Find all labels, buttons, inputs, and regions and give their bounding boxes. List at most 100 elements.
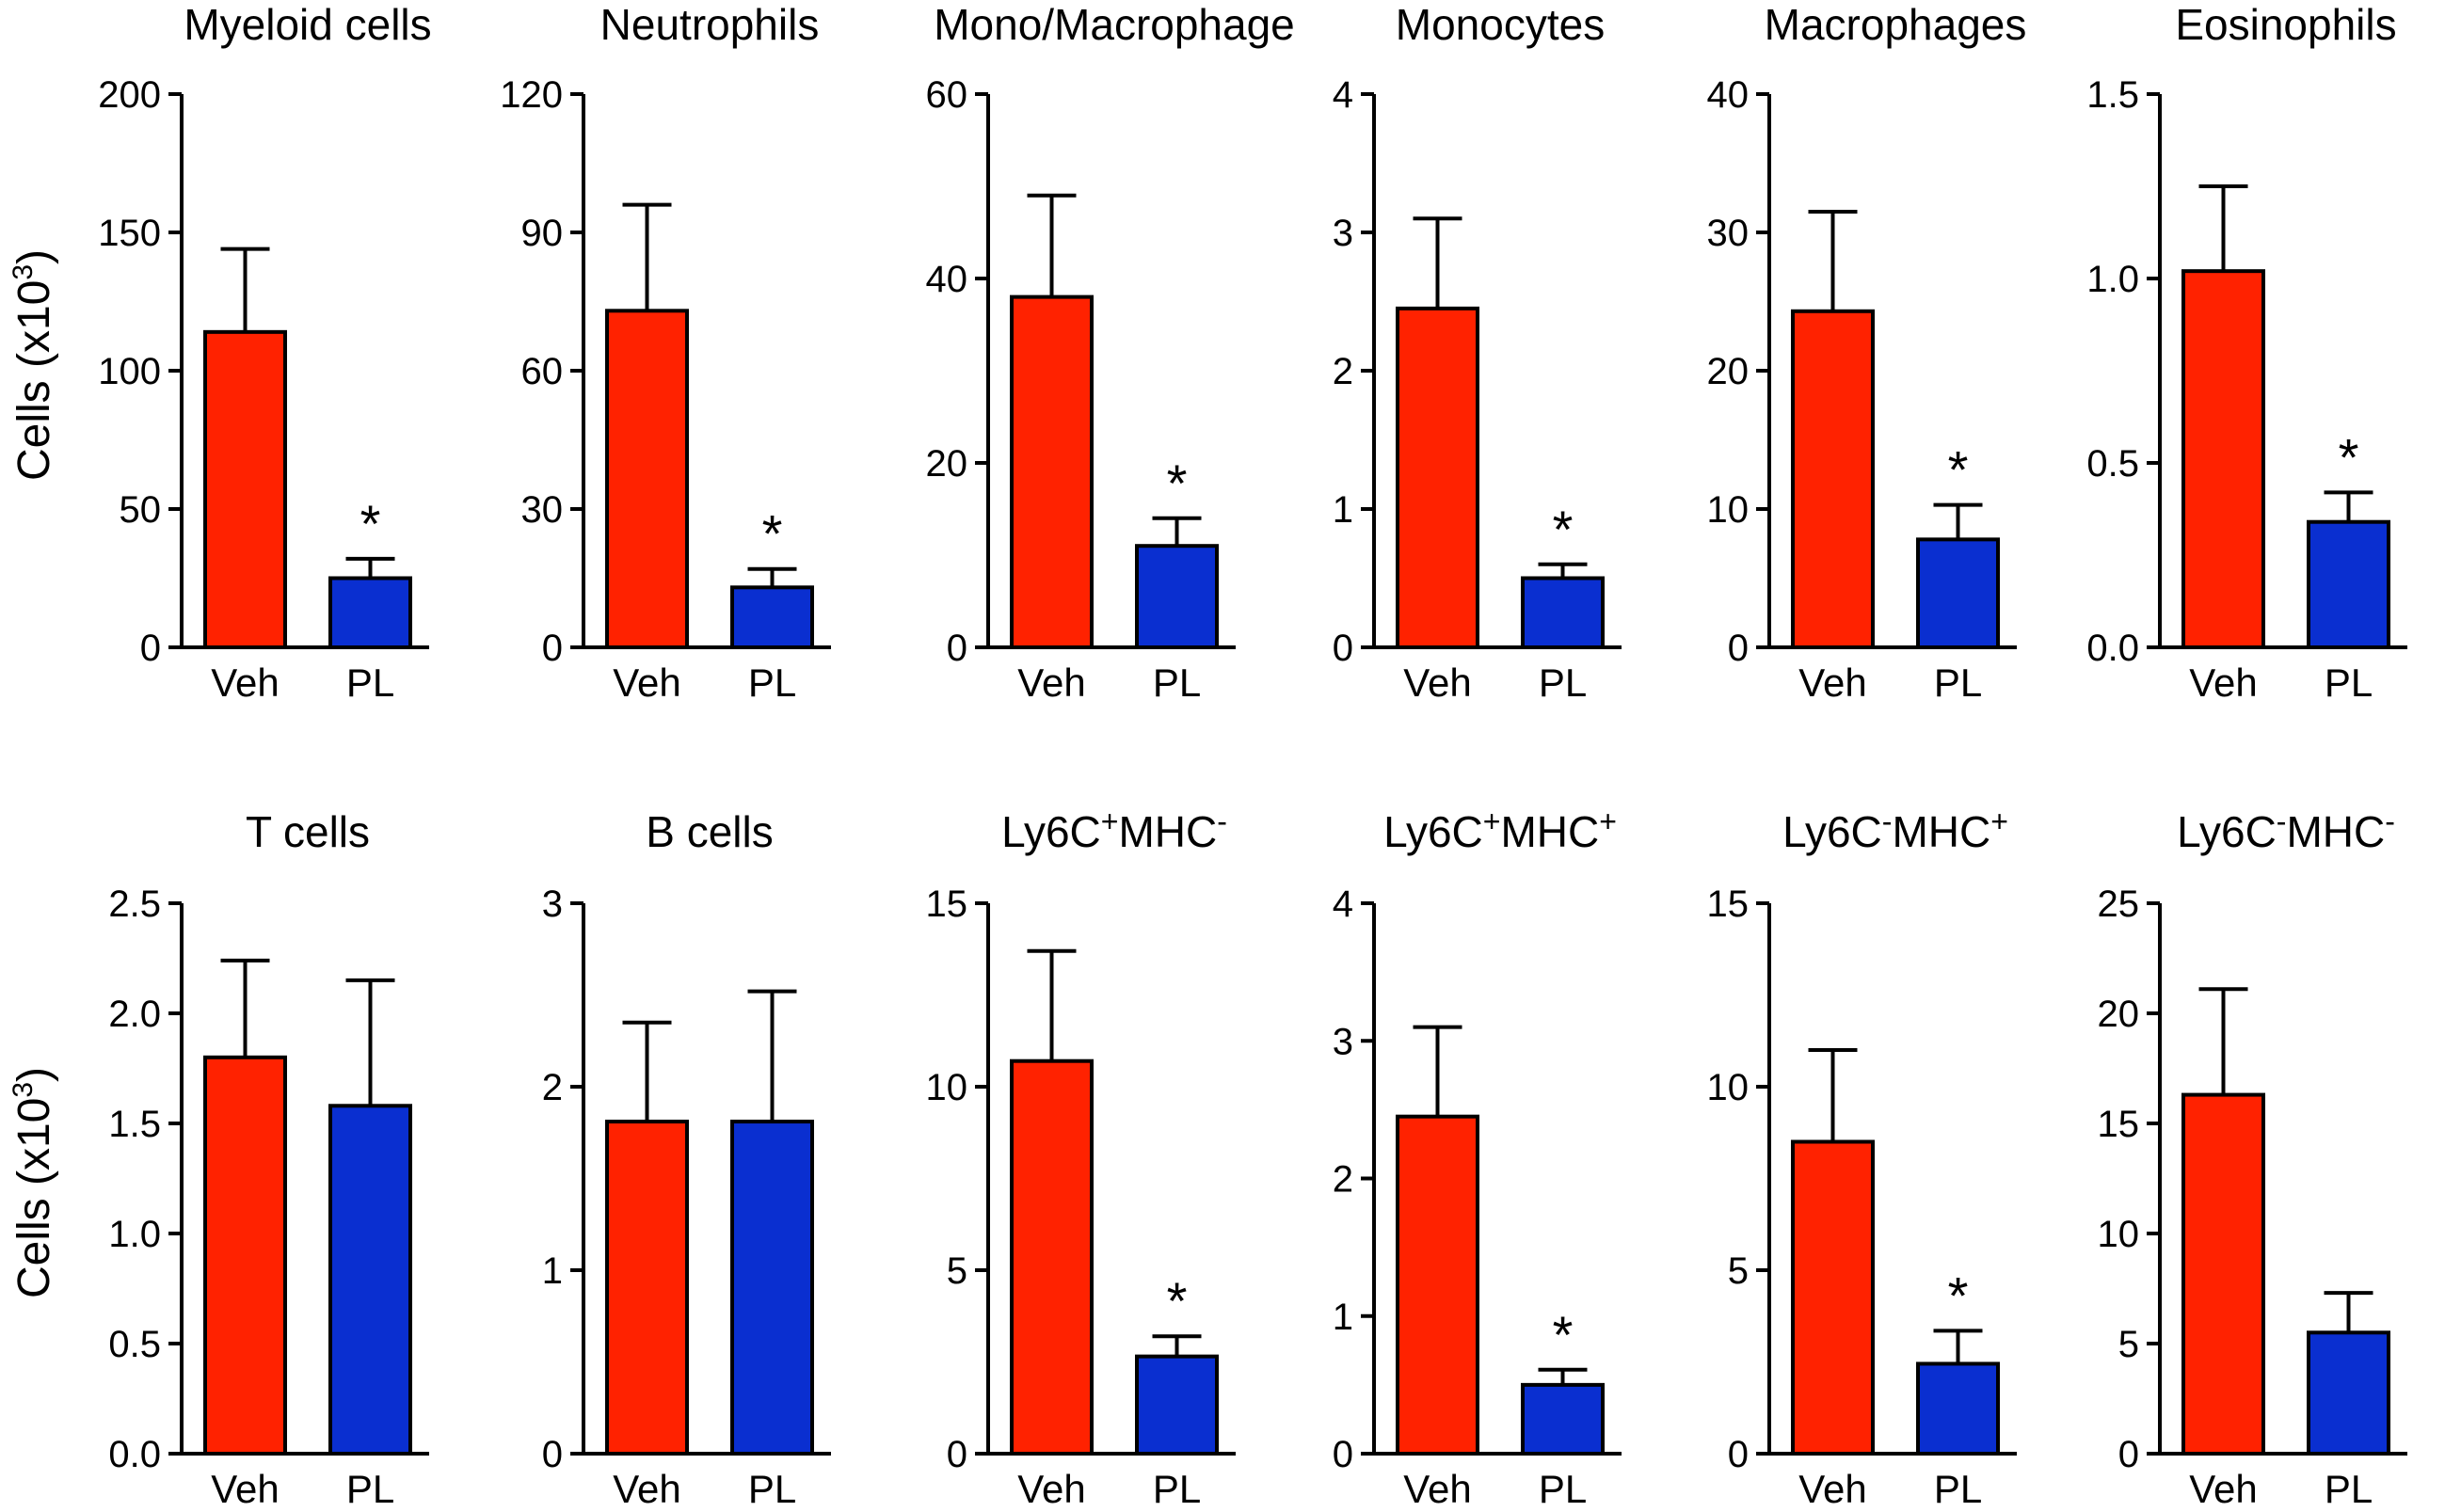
chart-4-bar-veh [1396, 306, 1479, 649]
chart-3-title: Mono/Macrophage [934, 0, 1295, 49]
chart-2-ytick-label: 90 [521, 213, 564, 254]
chart-3-bar-pl [1135, 544, 1219, 650]
chart-5-xtick-label: Veh [1798, 661, 1866, 705]
chart-12-ytick-label: 10 [2098, 1214, 2140, 1255]
chart-3-xtick-label: Veh [1017, 661, 1085, 705]
chart-12-xtick-label: PL [2325, 1467, 2373, 1511]
chart-11-bar-veh [1791, 1139, 1875, 1456]
chart-1-bar-pl [328, 576, 412, 649]
chart-2-ytick-label: 60 [521, 351, 564, 392]
chart-2-xtick-label: Veh [613, 661, 680, 705]
chart-7-ytick-label: 1.0 [108, 1214, 161, 1255]
chart-1-xtick-label: PL [346, 661, 394, 705]
chart-9-significance-star: * [1167, 1271, 1188, 1330]
chart-8-ytick-label: 0 [542, 1434, 563, 1475]
chart-2-bar-pl [730, 585, 814, 649]
chart-8-xtick-label: PL [748, 1467, 796, 1511]
chart-9-ytick-label: 5 [947, 1250, 967, 1292]
chart-4-ytick-label: 1 [1333, 489, 1353, 531]
chart-1-ytick-label: 100 [98, 351, 161, 392]
chart-10-ytick-label: 4 [1333, 883, 1353, 925]
chart-7-xtick-label: Veh [211, 1467, 279, 1511]
chart-3-significance-star: * [1167, 454, 1188, 513]
chart-8-ytick-label: 1 [542, 1250, 563, 1292]
chart-9-xtick-label: Veh [1017, 1467, 1085, 1511]
chart-5-ytick-label: 10 [1707, 489, 1750, 531]
chart-4-title: Monocytes [1396, 0, 1605, 49]
chart-12-ytick-label: 25 [2098, 883, 2140, 925]
chart-1-ytick-label: 200 [98, 74, 161, 116]
chart-6-xtick-label: Veh [2189, 661, 2257, 705]
y-axis-label-bottom: Cells (x103) [8, 1067, 59, 1298]
chart-12-ytick-label: 5 [2118, 1324, 2139, 1365]
chart-6-bar-veh [2181, 269, 2265, 649]
chart-5-significance-star: * [1948, 440, 1969, 500]
chart-6-ytick-label: 1.0 [2086, 259, 2139, 300]
chart-10-bar-pl [1521, 1382, 1605, 1456]
chart-7-ytick-label: 0.5 [108, 1324, 161, 1365]
chart-4-xtick-label: PL [1539, 661, 1587, 705]
chart-12-ytick-label: 20 [2098, 994, 2140, 1035]
chart-2-xtick-label: PL [748, 661, 796, 705]
chart-11-ytick-label: 15 [1707, 883, 1750, 925]
y-axis-label-top: Cells (x103) [8, 249, 59, 481]
chart-10-xtick-label: PL [1539, 1467, 1587, 1511]
chart-4-significance-star: * [1553, 500, 1574, 559]
chart-2-significance-star: * [762, 504, 783, 564]
chart-10-title: Ly6C+MHC+ [1383, 804, 1617, 856]
chart-3-ytick-label: 20 [926, 443, 968, 485]
chart-11-ytick-label: 0 [1728, 1434, 1749, 1475]
chart-11-significance-star: * [1948, 1265, 1969, 1325]
chart-6-significance-star: * [2339, 427, 2359, 486]
chart-4-xtick-label: Veh [1403, 661, 1471, 705]
chart-3-ytick-label: 40 [926, 259, 968, 300]
chart-12-bar-pl [2307, 1330, 2390, 1456]
chart-6-ytick-label: 1.5 [2086, 74, 2139, 116]
chart-11-ytick-label: 10 [1707, 1067, 1750, 1108]
chart-9-bar-veh [1010, 1058, 1094, 1456]
chart-5-ytick-label: 40 [1707, 74, 1750, 116]
chart-3-xtick-label: PL [1153, 661, 1201, 705]
chart-8-bar-pl [730, 1120, 814, 1456]
chart-1-ytick-label: 50 [120, 489, 162, 531]
chart-7-title: T cells [246, 807, 370, 856]
chart-7-ytick-label: 1.5 [108, 1104, 161, 1145]
chart-2-ytick-label: 120 [500, 74, 563, 116]
chart-10-bar-veh [1396, 1114, 1479, 1456]
chart-8-bar-veh [605, 1120, 689, 1456]
chart-11-title: Ly6C-MHC+ [1782, 804, 2008, 856]
chart-4-ytick-label: 2 [1333, 351, 1353, 392]
chart-6-xtick-label: PL [2325, 661, 2373, 705]
chart-10-significance-star: * [1553, 1305, 1574, 1364]
chart-2-title: Neutrophils [600, 0, 820, 49]
chart-12-ytick-label: 0 [2118, 1434, 2139, 1475]
chart-6-ytick-label: 0.5 [2086, 443, 2139, 485]
chart-4-ytick-label: 4 [1333, 74, 1353, 116]
chart-4-ytick-label: 3 [1333, 213, 1353, 254]
chart-10-ytick-label: 2 [1333, 1159, 1353, 1201]
chart-5-bar-pl [1916, 537, 2000, 650]
chart-12-ytick-label: 15 [2098, 1104, 2140, 1145]
chart-8-ytick-label: 2 [542, 1067, 563, 1108]
chart-11-xtick-label: PL [1934, 1467, 1982, 1511]
chart-1-xtick-label: Veh [211, 661, 279, 705]
chart-5-xtick-label: PL [1934, 661, 1982, 705]
chart-10-ytick-label: 0 [1333, 1434, 1353, 1475]
chart-7-bar-pl [328, 1104, 412, 1456]
chart-3-ytick-label: 0 [947, 628, 967, 669]
chart-9-bar-pl [1135, 1354, 1219, 1456]
chart-3-ytick-label: 60 [926, 74, 968, 116]
chart-6-ytick-label: 0.0 [2086, 628, 2139, 669]
chart-2-bar-veh [605, 309, 689, 649]
chart-10-xtick-label: Veh [1403, 1467, 1471, 1511]
chart-5-ytick-label: 20 [1707, 351, 1750, 392]
chart-4-ytick-label: 0 [1333, 628, 1353, 669]
chart-9-ytick-label: 0 [947, 1434, 967, 1475]
chart-7-bar-veh [203, 1055, 287, 1456]
chart-1-ytick-label: 150 [98, 213, 161, 254]
chart-5-ytick-label: 30 [1707, 213, 1750, 254]
chart-4-bar-pl [1521, 576, 1605, 649]
chart-6-title: Eosinophils [2175, 0, 2396, 49]
chart-8-ytick-label: 3 [542, 883, 563, 925]
chart-8-xtick-label: Veh [613, 1467, 680, 1511]
